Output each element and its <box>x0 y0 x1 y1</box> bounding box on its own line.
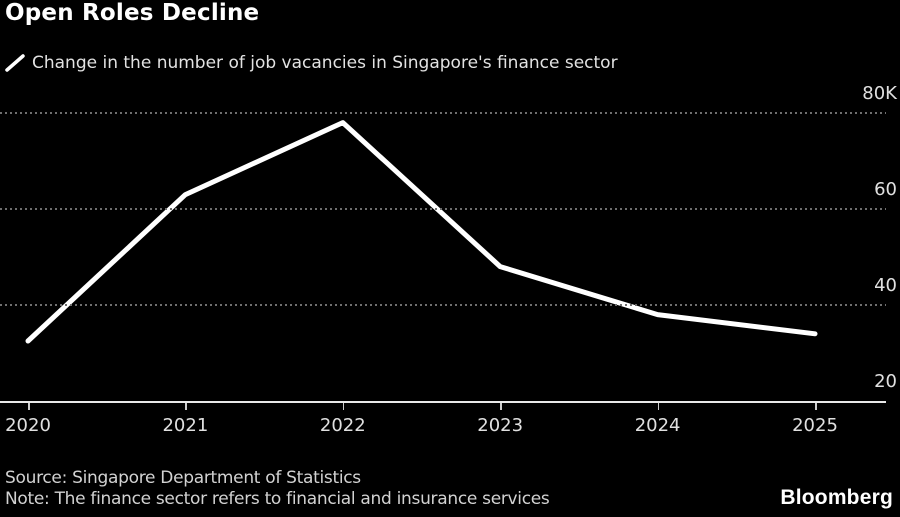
x-axis-label: 2025 <box>792 415 838 436</box>
source-text: Source: Singapore Department of Statisti… <box>5 468 361 488</box>
bloomberg-logo: Bloomberg <box>780 486 893 509</box>
x-axis-label: 2022 <box>319 415 366 436</box>
line-series-icon <box>5 54 25 72</box>
x-axis-tick <box>657 402 660 410</box>
x-axis-label: 2020 <box>5 415 51 436</box>
x-axis-line <box>0 401 886 403</box>
data-line <box>25 120 818 344</box>
x-axis-label: 2024 <box>634 415 681 436</box>
legend-label: Change in the number of job vacancies in… <box>32 53 618 73</box>
y-axis-label: 40 <box>874 275 897 296</box>
gridline-60 <box>0 208 886 210</box>
x-axis-label: 2023 <box>477 415 524 436</box>
note-text: Note: The finance sector refers to finan… <box>5 489 550 509</box>
x-axis-tick <box>815 402 817 410</box>
chart-title: Open Roles Decline <box>5 0 260 26</box>
y-axis-label: 80K <box>862 83 897 104</box>
x-axis-tick <box>185 402 187 410</box>
x-axis-tick <box>342 402 345 410</box>
x-axis-tick <box>28 402 30 410</box>
x-axis-label: 2021 <box>162 415 209 436</box>
y-axis-label: 20 <box>874 371 897 392</box>
legend: Change in the number of job vacancies in… <box>5 53 618 73</box>
gridline-40 <box>0 304 886 306</box>
x-axis-tick <box>500 402 502 410</box>
gridline-80K <box>0 112 886 114</box>
y-axis-label: 60 <box>874 179 897 200</box>
